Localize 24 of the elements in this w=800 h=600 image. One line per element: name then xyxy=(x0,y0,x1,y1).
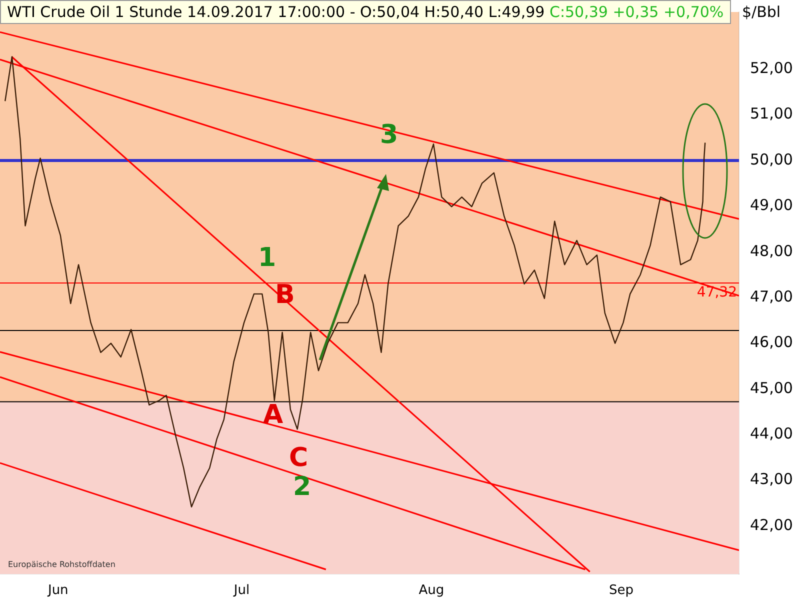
x-tick-label: Sep xyxy=(608,583,634,598)
y-tick-label: 52,00 xyxy=(750,59,793,78)
x-tick-label: Aug xyxy=(418,583,444,598)
annotation: A xyxy=(263,400,284,430)
x-tick-label: Jul xyxy=(232,583,250,598)
y-tick-label: 49,00 xyxy=(750,196,793,214)
y-axis-title: $/Bbl xyxy=(742,3,781,21)
y-tick-label: 50,00 xyxy=(750,150,793,168)
y-tick-label: 42,00 xyxy=(750,516,793,534)
annotation: 1 xyxy=(258,243,276,273)
y-tick-label: 45,00 xyxy=(750,378,793,397)
y-tick-label: 44,00 xyxy=(750,424,793,443)
annotation: C xyxy=(289,443,308,473)
y-tick-label: 48,00 xyxy=(750,242,793,260)
annotation: 2 xyxy=(293,472,312,502)
annotation: C:50,39 +0,35 +0,70% xyxy=(549,3,724,21)
chart-subtitle: 14.09.2017 17:00:00 - O:50,04 H:50,40 L:49,99 xyxy=(187,3,545,21)
annotation: Europäische Rohstoffdaten xyxy=(8,560,116,569)
x-tick-label: Jun xyxy=(46,583,68,598)
y-tick-label: 46,00 xyxy=(750,333,793,352)
y-tick-label: 51,00 xyxy=(750,104,793,123)
chart-title: WTI Crude Oil 1 Stunde xyxy=(7,3,182,21)
y-tick-label: 47,00 xyxy=(750,287,793,306)
y-tick-label: 43,00 xyxy=(750,470,793,488)
